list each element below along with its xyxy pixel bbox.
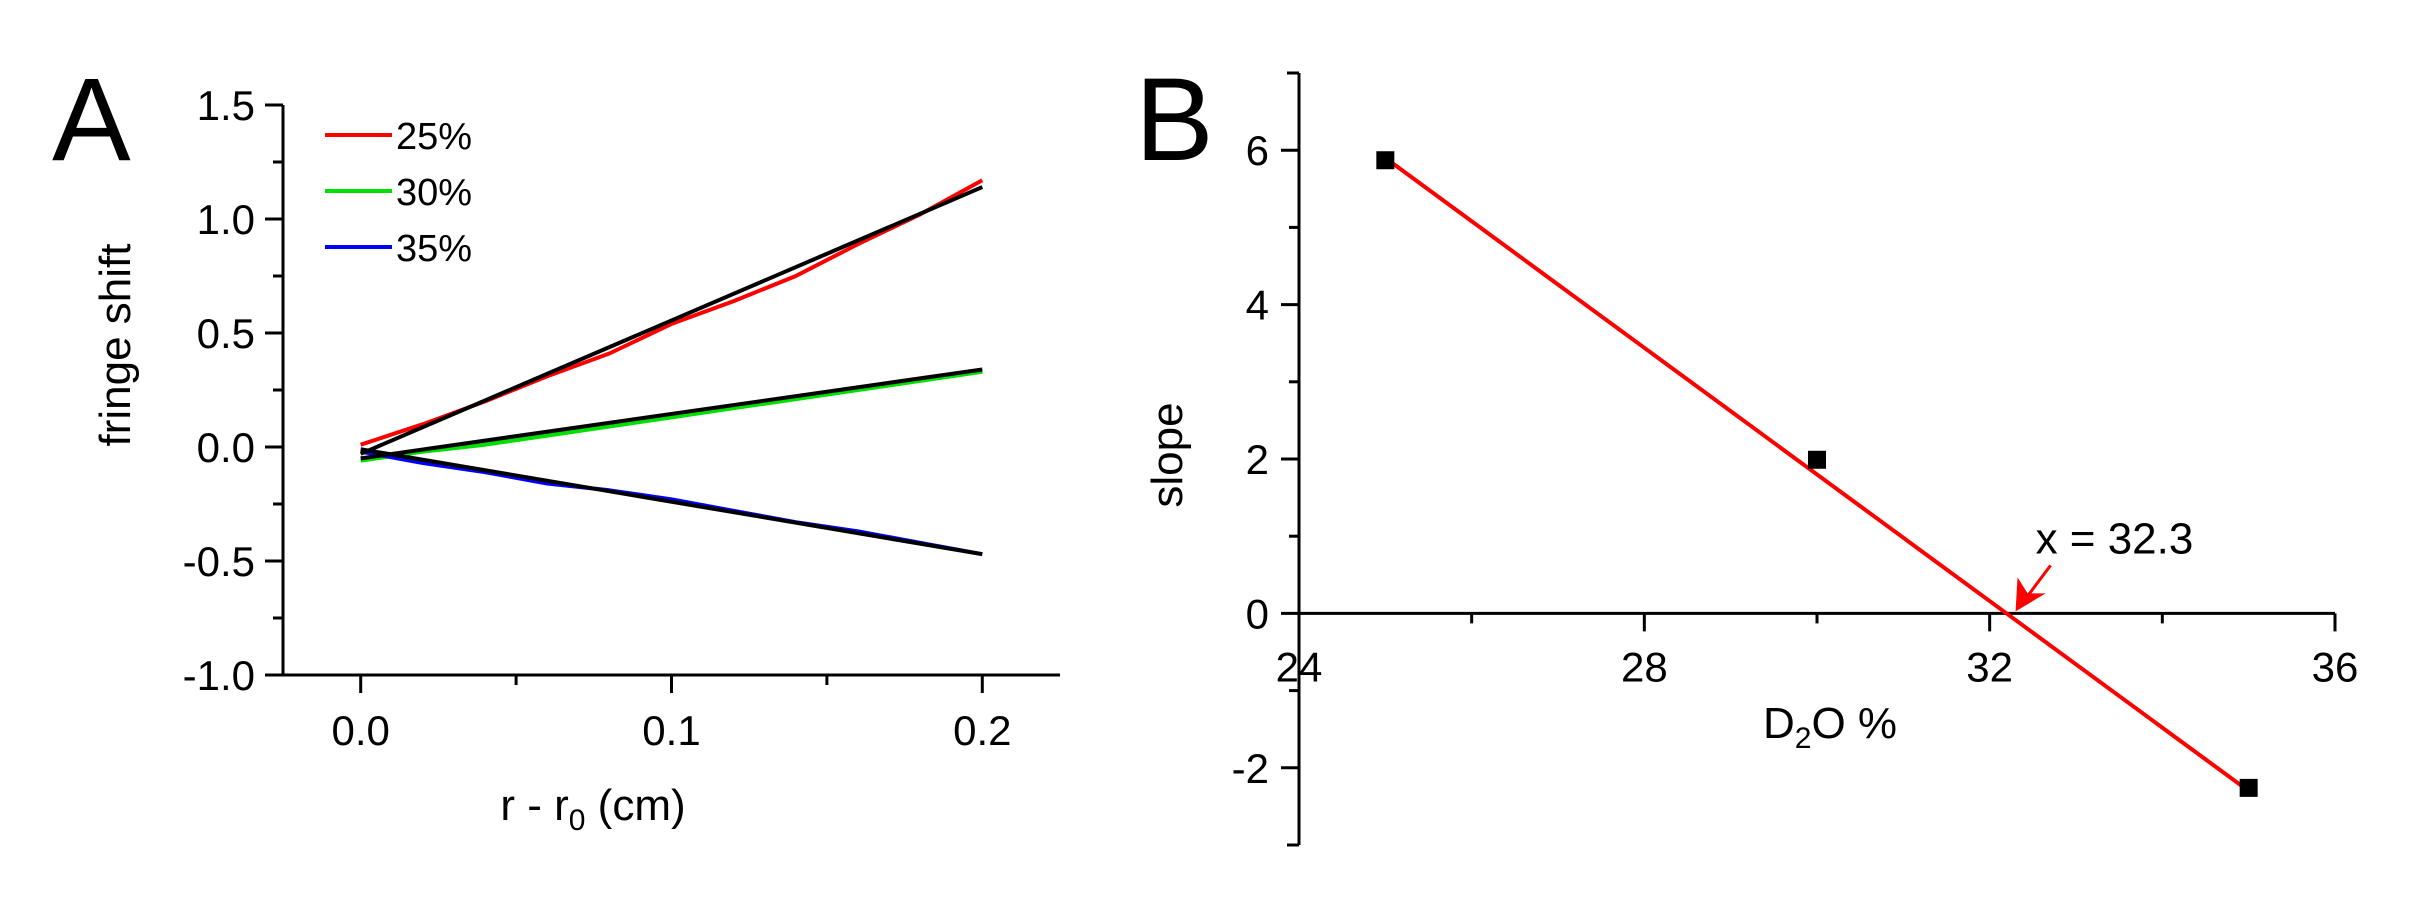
panel-b-y-tick-label: 4 [1246, 282, 1269, 329]
panel-a-fit-line-3 [360, 447, 983, 557]
panel-b-y-tick-label: 0 [1246, 590, 1269, 637]
panel-a-y-tick-label: -1.0 [183, 652, 255, 699]
panel-a-legend: 25% 30% 35% [325, 116, 472, 270]
panel-b-y-tick-label: 2 [1246, 436, 1269, 483]
panel-a-series-line-1 [360, 178, 984, 447]
panel-b-fit-line [1384, 156, 2250, 793]
panel-a-x-axis-title: r - r0 (cm) [500, 781, 685, 837]
panel-b-annotation: x = 32.3 [2015, 514, 2194, 612]
panel-b-points [1376, 151, 2258, 797]
panel-a: A fringe shift r - r0 (cm) -1.0 -0.5 0.0 0.… [52, 54, 1060, 837]
panel-a-letter: A [52, 54, 131, 186]
panel-a-y-tick-label: 0.5 [197, 310, 255, 357]
panel-b-data-point [1808, 450, 1826, 469]
legend-label: 30% [396, 172, 472, 214]
panel-a-series-line-2 [360, 369, 983, 463]
panel-b-fit-line [1384, 156, 2250, 793]
legend-label: 25% [396, 116, 472, 158]
panel-a-fit-line-1 [359, 185, 984, 456]
legend-label: 35% [396, 228, 472, 270]
annotation-arrow-head [2015, 577, 2046, 612]
panel-a-y-tick-label: -0.5 [183, 538, 255, 585]
panel-b-x-axis-title: D2O % [1763, 699, 1897, 755]
panel-a-x-tick-label: 0.2 [953, 707, 1011, 754]
panel-b-x-tick-label: 32 [1966, 643, 2013, 690]
panel-b-y-tick-label: 6 [1246, 127, 1269, 174]
panel-b-data-point [1376, 151, 1395, 170]
panel-b-y-axis-title: slope [1143, 402, 1192, 507]
annotation-label: x = 32.3 [2036, 514, 2194, 563]
panel-a-y-tick-label: 0.0 [197, 424, 255, 471]
panel-b-data-point [2239, 778, 2258, 797]
panel-b-x-tick-label: 36 [2312, 643, 2359, 690]
panel-a-axes: -1.0 -0.5 0.0 0.5 1.0 1.5 0.0 0.1 0.2 [183, 82, 1060, 754]
panel-b-y-tick-label: -2 [1232, 745, 1269, 792]
panel-a-y-tick-label: 1.5 [197, 82, 255, 129]
panel-b-letter: B [1135, 54, 1214, 186]
panel-a-y-tick-label: 1.0 [197, 196, 255, 243]
panel-a-x-tick-label: 0.1 [642, 707, 700, 754]
panel-b-x-tick-label: 28 [1621, 643, 1668, 690]
panel-a-fit-lines [359, 185, 984, 557]
panel-b-x-tick-label: 24 [1276, 643, 1323, 690]
panel-a-fit-line-2 [360, 367, 983, 461]
panel-a-y-axis-title: fringe shift [91, 244, 140, 447]
panel-a-x-tick-label: 0.0 [332, 707, 390, 754]
